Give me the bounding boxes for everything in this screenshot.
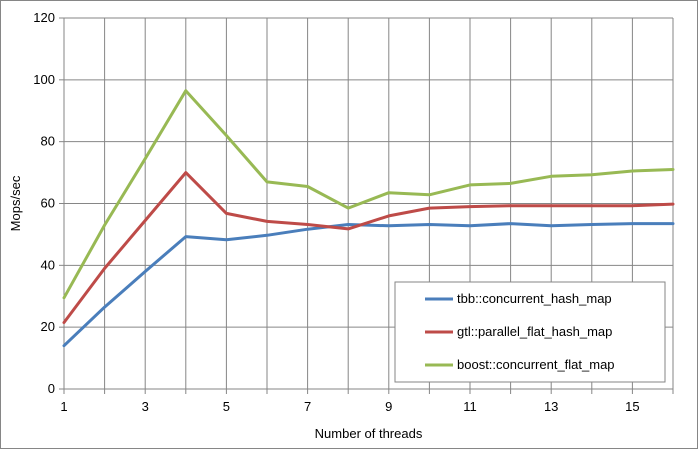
x-axis-title: Number of threads bbox=[315, 426, 423, 441]
y-axis-title: Mops/sec bbox=[8, 175, 23, 231]
legend-label: tbb::concurrent_hash_map bbox=[457, 291, 612, 306]
y-tick-label: 80 bbox=[41, 134, 55, 149]
x-tick-label: 5 bbox=[223, 399, 230, 414]
series-line-1 bbox=[62, 222, 675, 348]
x-tick-label: 11 bbox=[463, 399, 477, 414]
x-tick-label: 1 bbox=[60, 399, 67, 414]
x-tick-label: 9 bbox=[385, 399, 392, 414]
legend: tbb::concurrent_hash_mapgtl::parallel_fl… bbox=[394, 281, 666, 383]
y-tick-label: 60 bbox=[41, 196, 55, 211]
legend-label: boost::concurrent_flat_map bbox=[457, 357, 615, 372]
legend-label: gtl::parallel_flat_hash_map bbox=[457, 324, 612, 339]
x-tick-label: 13 bbox=[544, 399, 558, 414]
series-layer bbox=[62, 89, 675, 348]
x-tick-label: 15 bbox=[625, 399, 639, 414]
x-tick-label: 7 bbox=[304, 399, 311, 414]
y-tick-label: 0 bbox=[48, 381, 55, 396]
y-tick-label: 40 bbox=[41, 257, 55, 272]
y-tick-label: 20 bbox=[41, 319, 55, 334]
x-tick-label: 3 bbox=[142, 399, 149, 414]
y-tick-label: 100 bbox=[33, 72, 55, 87]
series-line-2 bbox=[62, 171, 675, 324]
y-tick-label: 120 bbox=[33, 10, 55, 25]
series-line-3 bbox=[62, 89, 675, 300]
